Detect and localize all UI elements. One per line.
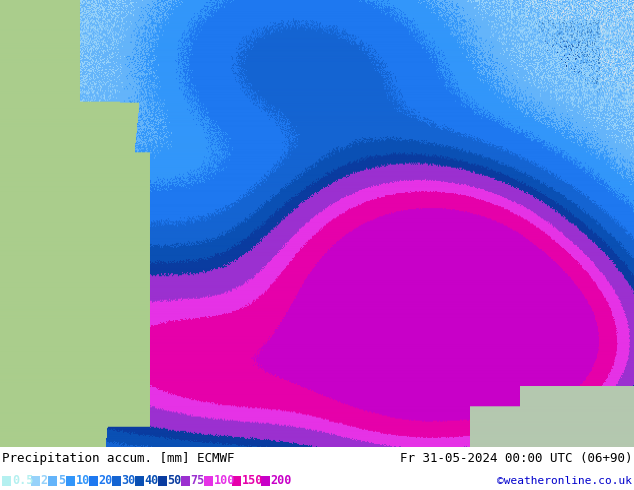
Bar <box>134 476 143 486</box>
Text: 100: 100 <box>214 474 235 488</box>
Bar <box>89 476 98 486</box>
Text: 0.5: 0.5 <box>12 474 34 488</box>
Text: 20: 20 <box>98 474 113 488</box>
Text: 40: 40 <box>145 474 158 488</box>
Text: 30: 30 <box>122 474 136 488</box>
Bar <box>157 476 167 486</box>
Bar <box>2 476 11 486</box>
Bar <box>48 476 57 486</box>
Text: 5: 5 <box>58 474 65 488</box>
Text: 50: 50 <box>167 474 182 488</box>
Bar <box>232 476 241 486</box>
Bar <box>204 476 212 486</box>
Text: 200: 200 <box>271 474 292 488</box>
Bar <box>112 476 120 486</box>
Text: Fr 31-05-2024 00:00 UTC (06+90): Fr 31-05-2024 00:00 UTC (06+90) <box>399 452 632 465</box>
Text: 2: 2 <box>41 474 48 488</box>
Text: 150: 150 <box>242 474 263 488</box>
Bar <box>65 476 75 486</box>
Bar <box>261 476 269 486</box>
Bar <box>30 476 39 486</box>
Text: 75: 75 <box>190 474 205 488</box>
Text: Precipitation accum. [mm] ECMWF: Precipitation accum. [mm] ECMWF <box>2 452 235 465</box>
Text: 10: 10 <box>75 474 90 488</box>
Bar <box>181 476 190 486</box>
Text: ©weatheronline.co.uk: ©weatheronline.co.uk <box>497 476 632 486</box>
